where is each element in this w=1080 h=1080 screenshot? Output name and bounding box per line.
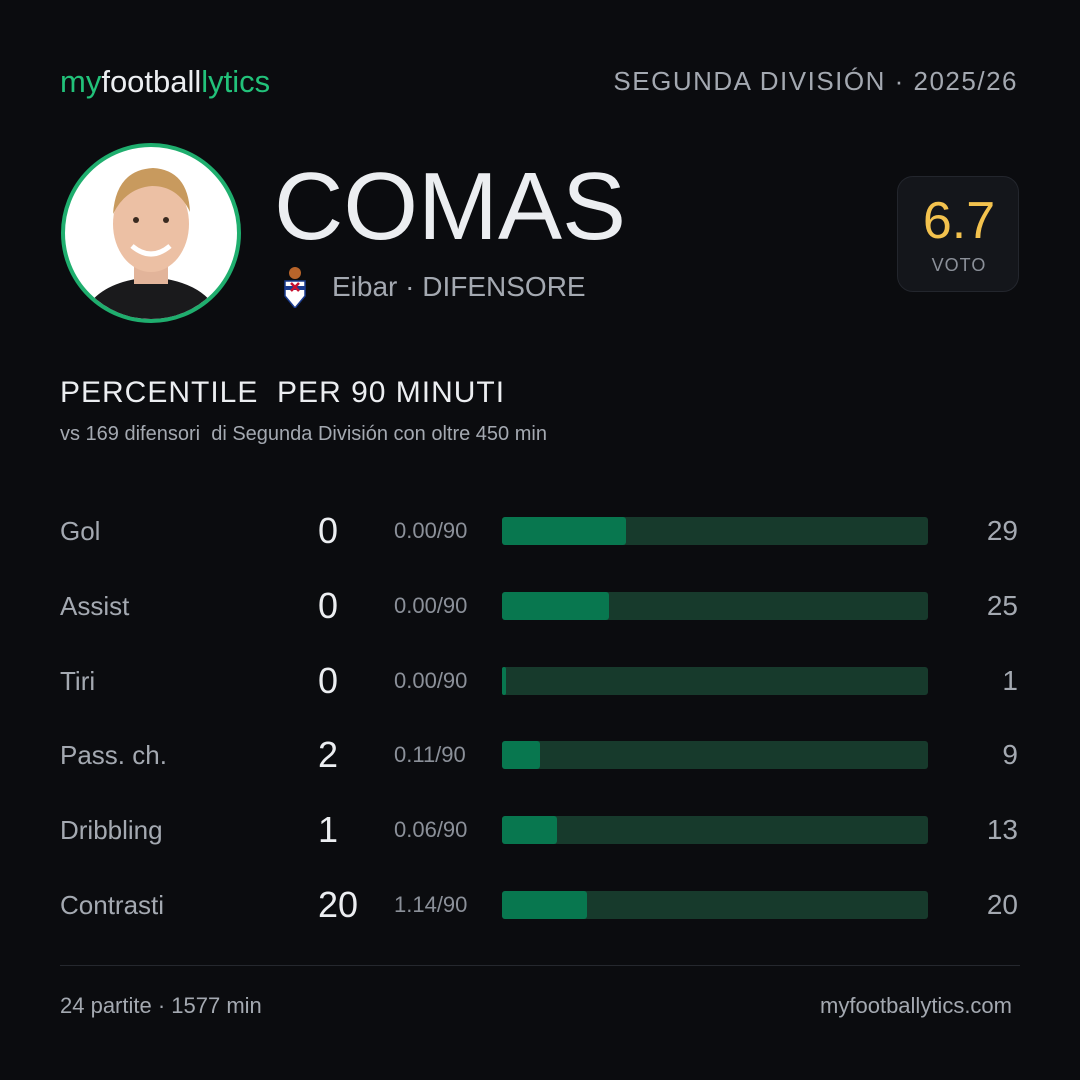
stat-label: Tiri [60,665,96,696]
rating-label: VOTO [931,255,987,275]
percentile-bar [502,741,541,770]
player-name: COMAS [274,153,627,260]
rating-value: 6.7 [922,192,996,250]
stat-label: Contrasti [60,890,165,920]
percentile-bar [502,591,609,620]
stat-total: 0 [318,510,339,551]
stat-percentile: 29 [986,515,1018,546]
stat-per90: 0.11/90 [394,742,466,768]
player-photo [61,143,241,323]
stat-label: Gol [60,516,101,546]
stat-label: Pass. ch. [60,740,167,771]
stat-total: 20 [318,884,359,925]
competition: SEGUNDA DIVISIÓN · 2025/26 [613,66,1018,96]
percentile-bar [502,891,588,919]
bar-track [502,666,928,695]
team-role: Eibar · DIFENSORE [332,271,586,302]
brand-part: football [101,64,202,99]
brand-part: my [60,64,102,99]
bar-track [502,591,928,620]
stat-label: Dribbling [60,815,163,846]
divider [60,965,1020,966]
section-subtitle: vs 169 difensori di Segunda División con… [60,423,547,445]
stat-label: Assist [60,590,130,621]
percentile-bar [502,517,626,545]
bar-track [502,816,928,845]
stat-total: 0 [318,584,339,626]
rating-box: 6.7 VOTO [897,176,1019,292]
stat-total: 2 [318,734,339,776]
bar-track [502,891,928,919]
brand: myfootballlytics [60,64,270,100]
stat-per90: 0.06/90 [394,817,468,843]
brand-part: lytics [201,64,271,99]
percentile-bar [502,666,507,695]
stat-percentile: 1 [1002,664,1018,696]
bar-track [502,517,928,545]
stat-per90: 0.00/90 [394,518,468,543]
percentile-bar [502,816,558,845]
stat-total: 1 [318,809,339,851]
stat-total: 0 [318,659,339,701]
stat-per90: 0.00/90 [394,667,468,693]
stat-percentile: 25 [986,589,1018,621]
stat-percentile: 13 [986,814,1018,846]
stat-percentile: 20 [986,889,1018,920]
club-crest [284,267,306,308]
stat-per90: 1.14/90 [394,892,468,917]
bar-track [502,741,928,770]
footer-summary: 24 partite · 1577 min [60,993,262,1018]
stat-percentile: 9 [1002,739,1018,771]
footer-site: myfootballytics.com [820,993,1012,1018]
stat-per90: 0.00/90 [394,592,468,618]
section-title: PERCENTILE PER 90 MINUTI [60,376,506,409]
